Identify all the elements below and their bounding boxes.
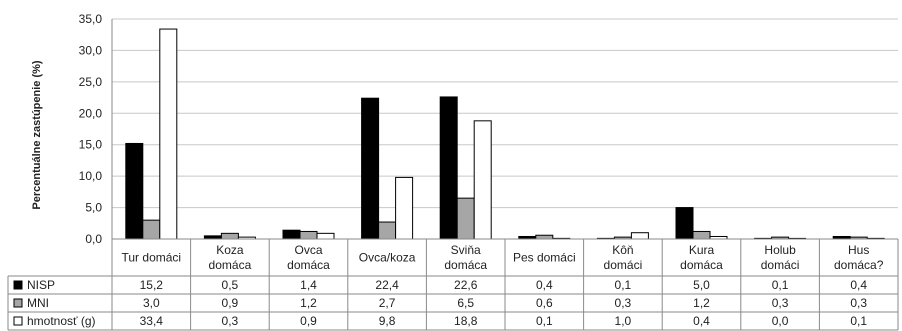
y-tick-label: 10,0 — [79, 169, 103, 183]
data-label: 2,7 — [379, 296, 396, 310]
category-label: Koza — [216, 243, 244, 257]
legend-label: MNI — [27, 296, 49, 310]
y-tick-label: 25,0 — [79, 75, 103, 89]
data-label: 1,2 — [693, 296, 710, 310]
bar-mni — [299, 230, 318, 240]
bar-mni — [692, 230, 711, 240]
y-tick-labels: 0,0 5,0 10,0 15,0 20,0 25,0 30,0 35,0 — [79, 12, 103, 246]
category-label: Holub — [764, 243, 796, 257]
y-tick-label: 30,0 — [79, 43, 103, 57]
y-tick-label: 20,0 — [79, 106, 103, 120]
data-label: 0,1 — [850, 314, 867, 328]
category-label: domáci — [761, 258, 800, 272]
data-label: 0,0 — [772, 314, 789, 328]
data-label: 0,4 — [536, 278, 553, 292]
data-label: 5,0 — [693, 278, 710, 292]
data-label: 1,4 — [300, 278, 317, 292]
legend-label: hmotnosť (g) — [27, 314, 96, 328]
data-label: 6,5 — [457, 296, 474, 310]
data-label: 0,4 — [693, 314, 710, 328]
legend-swatch — [13, 316, 23, 326]
bar-nisp — [675, 207, 694, 240]
data-label: 22,6 — [454, 278, 478, 292]
data-label: 0,1 — [772, 278, 789, 292]
y-axis-label: Percentuálne zastúpenie (%) — [31, 60, 43, 209]
data-label: 18,8 — [454, 314, 478, 328]
data-label: 0,1 — [536, 314, 553, 328]
data-label: 0,6 — [536, 296, 553, 310]
bar-mni — [535, 234, 554, 240]
data-label: 0,9 — [222, 296, 239, 310]
data-label: 0,3 — [850, 296, 867, 310]
bar-hmotnosť — [395, 176, 414, 240]
data-label: 9,8 — [379, 314, 396, 328]
bar-hmotnosť — [316, 232, 335, 240]
bar-hmotnosť — [473, 120, 492, 240]
data-table: Tur domáciKozadomácaOvcadomácaOvca/kozaS… — [7, 238, 899, 331]
legend-swatch — [13, 280, 23, 290]
category-label: Ovca — [294, 243, 322, 257]
data-label: 1,2 — [300, 296, 317, 310]
data-label: 1,0 — [615, 314, 632, 328]
y-tick-label: 5,0 — [85, 201, 102, 215]
data-label: 0,5 — [222, 278, 239, 292]
bar-mni — [220, 232, 239, 240]
category-label: Kôň — [612, 243, 633, 257]
bar-nisp — [125, 142, 144, 240]
data-label: 0,3 — [615, 296, 632, 310]
data-label: 0,4 — [850, 278, 867, 292]
category-label: domáca? — [834, 258, 884, 272]
data-label: 0,9 — [300, 314, 317, 328]
category-label: domáci — [604, 258, 643, 272]
y-tick-label: 15,0 — [79, 138, 103, 152]
category-label: Tur domáci — [122, 251, 182, 265]
category-label: domáca — [444, 258, 487, 272]
category-label: domáca — [680, 258, 723, 272]
bar-mni — [378, 221, 397, 240]
bar-nisp — [361, 97, 380, 240]
category-label: Kura — [689, 243, 715, 257]
legend-label: NISP — [27, 278, 55, 292]
category-label: Pes domáci — [513, 251, 576, 265]
category-label: Hus — [848, 243, 869, 257]
data-label: 3,0 — [143, 296, 160, 310]
data-label: 0,1 — [615, 278, 632, 292]
gridlines — [111, 18, 898, 240]
data-label: 22,4 — [375, 278, 399, 292]
bar-hmotnosť — [630, 232, 649, 240]
data-label: 0,3 — [222, 314, 239, 328]
data-label: 33,4 — [140, 314, 164, 328]
bar-mni — [456, 197, 475, 240]
bar-nisp — [282, 229, 301, 240]
y-tick-label: 35,0 — [79, 12, 103, 26]
bar-hmotnosť — [159, 28, 178, 240]
bar-mni — [142, 219, 161, 240]
data-label: 0,3 — [772, 296, 789, 310]
category-label: domáca — [287, 258, 330, 272]
y-tick-label: 0,0 — [85, 232, 102, 246]
category-label: Sviňa — [451, 243, 481, 257]
category-label: domáca — [209, 258, 252, 272]
bar-nisp — [439, 96, 458, 240]
legend-swatch — [13, 298, 23, 308]
data-label: 15,2 — [140, 278, 164, 292]
category-label: Ovca/koza — [359, 251, 416, 265]
